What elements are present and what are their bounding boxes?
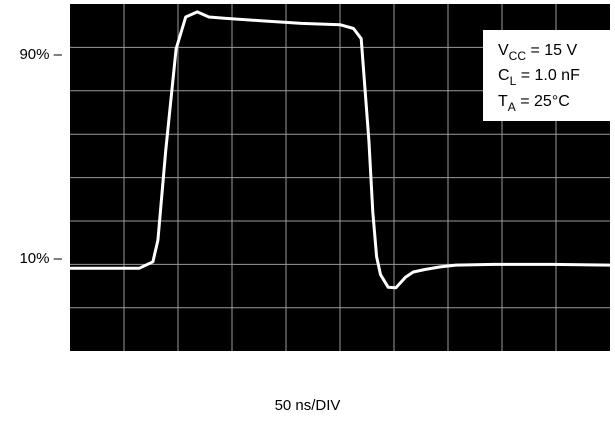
legend: VCC = 15 V CL = 1.0 nF TA = 25°C <box>483 30 610 121</box>
y-marker-90-label: 90% – <box>19 46 62 63</box>
legend-entry-cl: CL = 1.0 nF <box>498 67 580 88</box>
oscilloscope-chart: 90% – 10% – VCC = 15 V CL = 1.0 nF TA = … <box>19 4 612 351</box>
waveform-trace <box>68 10 612 290</box>
x-axis-label: 50 ns/DIV <box>274 397 341 414</box>
legend-entry-vcc: VCC = 15 V <box>498 42 577 63</box>
y-marker-10-label: 10% – <box>19 250 62 267</box>
legend-entry-ta: TA = 25°C <box>498 93 570 114</box>
legend-box <box>483 30 610 121</box>
